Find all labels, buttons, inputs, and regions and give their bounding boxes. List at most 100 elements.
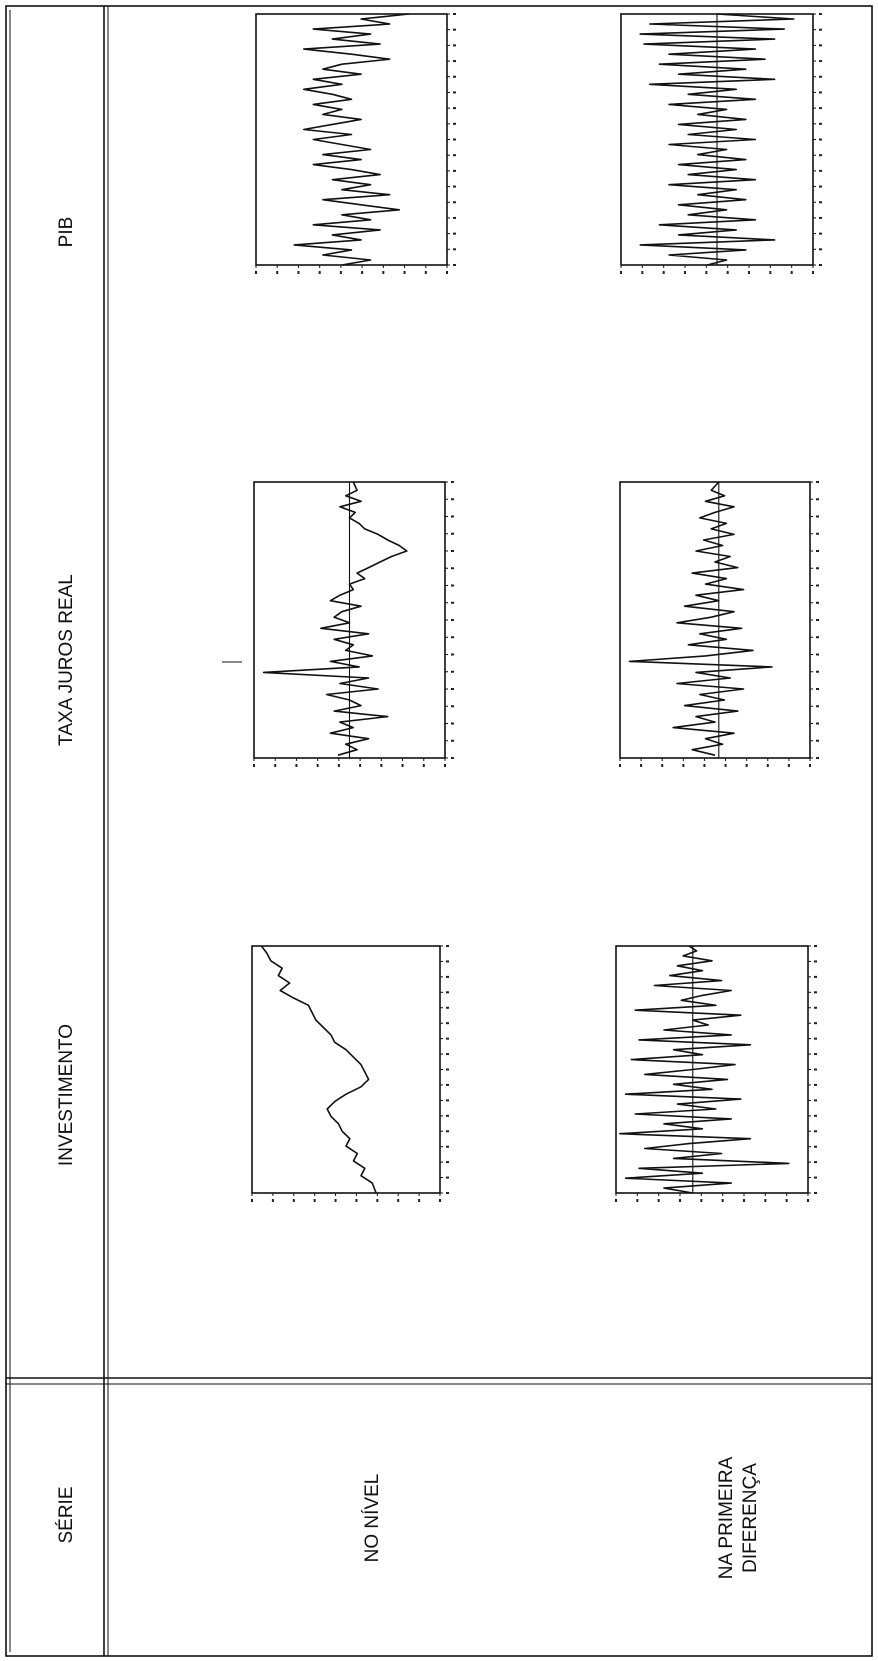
time-tick-label <box>814 1192 817 1194</box>
value-tick-label <box>682 764 685 767</box>
time-tick-label <box>819 232 822 235</box>
value-tick-label <box>316 764 319 767</box>
chart-pib-nivel <box>255 13 456 274</box>
series-line <box>639 13 795 266</box>
value-tick-label <box>318 271 321 274</box>
value-tick-label <box>679 1199 681 1202</box>
value-tick-label <box>334 1199 337 1202</box>
time-tick-label <box>814 1083 817 1086</box>
time-tick-label <box>446 1068 449 1071</box>
value-tick-label <box>745 764 748 767</box>
value-tick-label <box>422 764 425 767</box>
value-tick-label <box>766 764 769 767</box>
value-tick-label <box>446 271 448 274</box>
chart-juros-nivel <box>253 481 454 767</box>
time-tick-label <box>451 739 454 742</box>
time-tick-label <box>816 619 819 621</box>
time-tick-label <box>446 1176 449 1179</box>
value-tick-label <box>253 764 255 767</box>
time-tick-label <box>451 705 454 708</box>
time-tick-label <box>816 739 819 742</box>
time-tick-label <box>446 960 449 963</box>
time-tick-label <box>814 1114 817 1117</box>
time-tick-label <box>816 532 819 535</box>
time-tick-label <box>453 28 456 31</box>
value-tick-label <box>359 764 362 767</box>
time-tick-label <box>453 248 456 251</box>
value-tick-label <box>641 271 644 274</box>
time-tick-label <box>453 60 456 63</box>
time-tick-label <box>453 122 456 125</box>
time-tick-label <box>451 636 454 639</box>
time-tick-label <box>451 515 454 518</box>
time-tick-label <box>819 169 822 172</box>
value-tick-label <box>376 1199 379 1202</box>
time-tick-label <box>453 185 456 188</box>
time-tick-label <box>451 498 454 501</box>
time-tick-label <box>453 91 456 94</box>
value-tick-label <box>726 271 729 274</box>
time-tick-label <box>816 584 819 587</box>
value-tick-label <box>418 1199 421 1202</box>
time-tick-label <box>451 601 454 604</box>
time-tick-label <box>814 945 817 947</box>
series-line <box>260 945 377 1194</box>
time-tick-label <box>814 975 817 978</box>
time-tick-label <box>816 653 819 656</box>
time-tick-label <box>451 532 454 535</box>
time-tick-label <box>453 75 456 78</box>
time-tick-label <box>451 567 454 570</box>
value-tick-label <box>313 1199 316 1202</box>
time-tick-label <box>451 670 454 673</box>
time-tick-label <box>453 216 456 219</box>
time-tick-label <box>451 757 454 759</box>
time-tick-label <box>446 1006 449 1009</box>
time-tick-label <box>819 264 822 266</box>
time-tick-label <box>816 498 819 501</box>
chart-pib-diferenca <box>620 13 822 274</box>
value-tick-label <box>790 271 793 274</box>
time-tick-label <box>814 1022 817 1025</box>
value-tick-label <box>255 271 257 274</box>
value-tick-label <box>276 271 279 274</box>
time-tick-label <box>451 722 454 725</box>
time-tick-label <box>453 264 456 266</box>
time-tick-label <box>814 1006 817 1009</box>
time-tick-label <box>451 481 454 483</box>
time-tick-label <box>819 107 822 110</box>
row-label-diferenca-line2: DIFERENÇA <box>740 1463 761 1573</box>
value-tick-label <box>721 1199 724 1202</box>
series-line <box>293 13 409 266</box>
value-tick-label <box>620 271 622 274</box>
time-tick-label <box>453 138 456 141</box>
time-tick-label <box>453 154 456 157</box>
series-line <box>618 945 790 1194</box>
row-label-nivel: NO NÍVEL <box>362 1474 383 1563</box>
plot-frame <box>251 945 441 1194</box>
time-tick-label <box>446 1053 449 1056</box>
value-tick-label <box>807 1199 809 1202</box>
plot-frame <box>615 945 809 1194</box>
value-tick-label <box>401 764 404 767</box>
time-tick-label <box>816 757 819 759</box>
time-tick-label <box>819 44 822 47</box>
value-tick-label <box>785 1199 788 1202</box>
time-tick-label <box>819 13 822 15</box>
time-tick-label <box>816 550 819 552</box>
value-tick-label <box>812 271 814 274</box>
plot-frame <box>619 481 811 759</box>
time-tick-label <box>814 1037 817 1040</box>
header-investimento: INVESTIMENTO <box>56 1024 77 1166</box>
time-tick-label <box>814 1130 817 1133</box>
time-tick-label <box>446 975 449 978</box>
time-tick-label <box>819 154 822 157</box>
header-taxa-juros: TAXA JUROS REAL <box>56 574 77 746</box>
value-tick-label <box>355 1199 358 1202</box>
value-tick-label <box>657 1199 660 1202</box>
chart-investimento-diferenca <box>615 945 817 1202</box>
time-tick-label <box>819 28 822 31</box>
time-tick-label <box>816 567 819 570</box>
value-tick-label <box>271 1199 274 1202</box>
time-tick-label <box>814 960 817 963</box>
time-tick-label <box>819 216 822 219</box>
